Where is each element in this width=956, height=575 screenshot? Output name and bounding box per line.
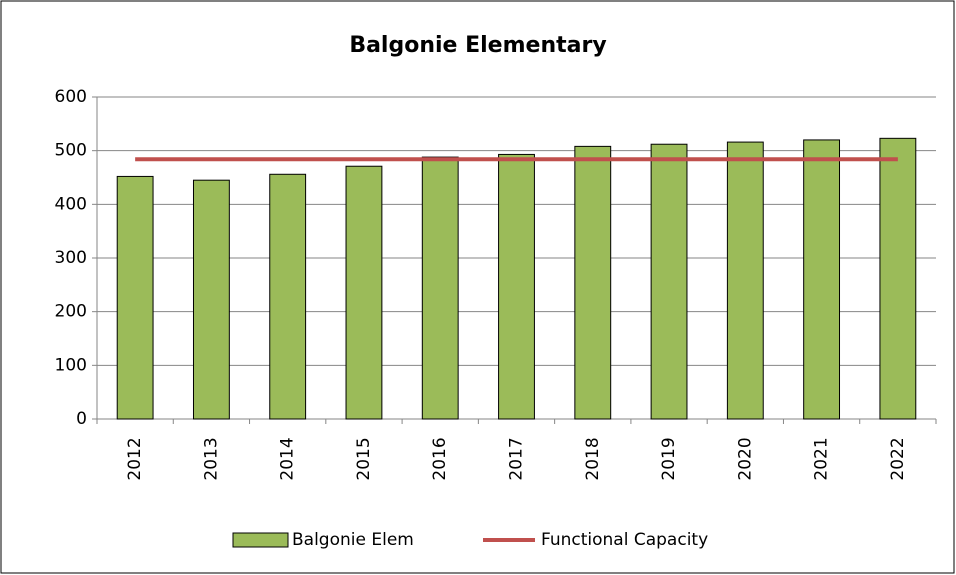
x-tick-label: 2018 — [583, 437, 603, 480]
y-tick-label: 600 — [55, 87, 87, 107]
bar — [498, 153, 535, 420]
x-tick-label: 2012 — [125, 437, 145, 480]
chart-title: Balgonie Elementary — [349, 33, 606, 58]
x-tick-label: 2019 — [659, 437, 679, 480]
bar — [421, 156, 459, 420]
y-tick-label: 100 — [55, 355, 87, 375]
bar — [345, 165, 383, 420]
y-tick-label: 200 — [55, 302, 87, 322]
y-tick-label: 0 — [76, 409, 87, 429]
x-tick-label: 2017 — [507, 437, 527, 480]
x-tick-label: 2016 — [430, 437, 450, 480]
bar — [269, 173, 307, 420]
bar — [879, 137, 917, 420]
bar — [192, 179, 230, 420]
bar — [650, 143, 688, 420]
x-tick-label: 2014 — [278, 437, 298, 480]
y-tick-label: 500 — [55, 141, 87, 161]
legend-label: Functional Capacity — [541, 530, 708, 550]
bar — [574, 145, 612, 420]
x-tick-label: 2021 — [812, 437, 832, 480]
bar — [726, 141, 764, 420]
x-tick-label: 2013 — [201, 437, 221, 480]
bar — [803, 139, 841, 420]
x-tick-label: 2020 — [735, 437, 755, 480]
legend-label: Balgonie Elem — [292, 530, 414, 550]
legend-swatch — [232, 532, 289, 548]
x-tick-label: 2022 — [888, 437, 908, 480]
y-tick-label: 400 — [55, 194, 87, 214]
y-tick-label: 300 — [55, 248, 87, 268]
x-tick-label: 2015 — [354, 437, 374, 480]
bar — [116, 175, 154, 420]
